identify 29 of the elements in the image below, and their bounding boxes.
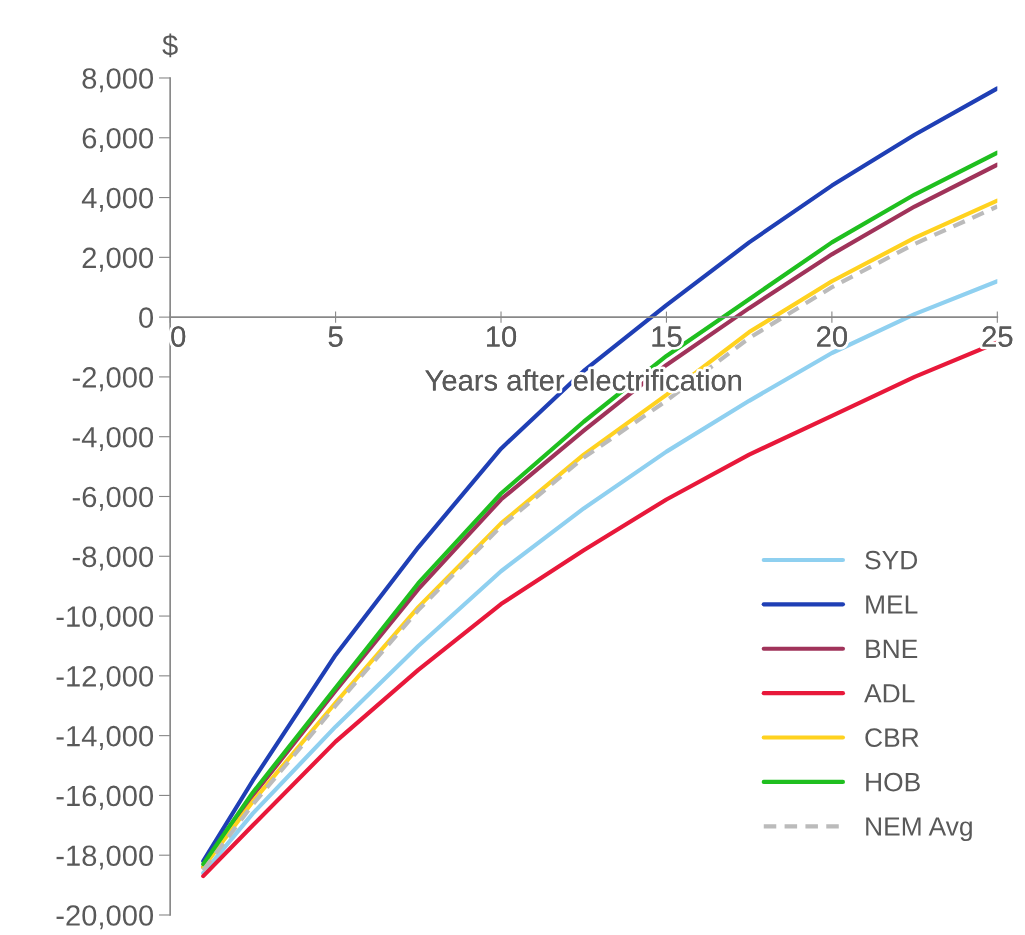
legend-label: ADL (864, 684, 915, 703)
x-tick-label: 10 (487, 326, 517, 347)
y-tick-label: -14,000 (56, 725, 154, 750)
y-tick-label: 4,000 (81, 187, 154, 212)
legend-label: SYD (865, 550, 918, 570)
y-tick-label: -8,000 (72, 546, 154, 571)
y-axis-title: $ (162, 33, 178, 58)
y-tick-label: -18,000 (56, 845, 154, 870)
legend-label: CBR (865, 728, 919, 748)
y-tick-label: 2,000 (82, 247, 154, 272)
y-tick-label: -12,000 (56, 666, 154, 691)
y-tick-label: -20,000 (56, 905, 154, 930)
x-tick-label: 5 (328, 326, 343, 347)
x-tick-label: 20 (817, 326, 847, 347)
legend-label: NEM Avg (866, 817, 972, 842)
y-tick-label: -2,000 (72, 367, 154, 392)
y-tick-label: 6,000 (82, 127, 154, 153)
y-tick-label: -16,000 (56, 785, 154, 810)
x-tick-label: 15 (652, 326, 682, 347)
x-tick-label: 0 (171, 326, 186, 347)
x-tick-label: 25 (982, 326, 1013, 347)
legend-label: BNE (866, 639, 918, 658)
legend-label: HOB (866, 772, 920, 792)
y-tick-label: -6,000 (72, 486, 154, 511)
y-tick-label: 0 (139, 307, 154, 328)
y-tick-label: 8,000 (82, 68, 154, 93)
legend-label: MEL (866, 595, 918, 614)
y-tick-label: -10,000 (56, 606, 154, 631)
y-tick-label: -4,000 (72, 426, 154, 451)
